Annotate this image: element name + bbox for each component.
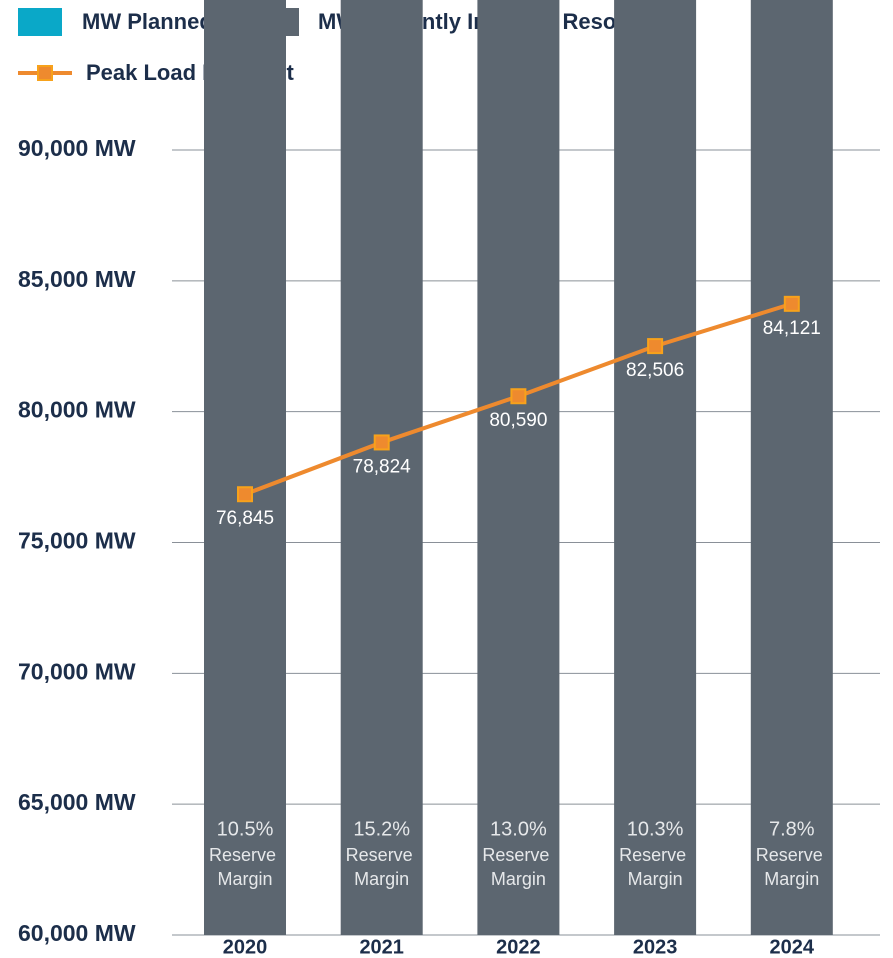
reserve-margin-label: Reserve Margin: [756, 845, 828, 889]
label-line: Margin: [217, 869, 272, 889]
y-tick-label: 65,000 MW: [18, 789, 136, 815]
line-value-label: 82,506: [626, 360, 684, 381]
y-tick-label: 85,000 MW: [18, 266, 136, 292]
line-marker: [647, 338, 664, 355]
line-marker: [237, 486, 253, 503]
legend-marker: [37, 65, 53, 81]
y-tick-label: 70,000 MW: [18, 658, 136, 684]
y-tick-label: 75,000 MW: [18, 528, 136, 554]
line-value-label: 80,590: [489, 410, 547, 431]
bar-segment: [750, 0, 833, 935]
reserve-margin-label: Reserve Margin: [209, 845, 281, 889]
reserve-margin-value: 10.5%: [217, 818, 274, 840]
reserve-margin-value: 10.3%: [627, 818, 684, 840]
x-tick-label: 2022: [496, 936, 541, 958]
y-tick-label: 80,000 MW: [18, 397, 136, 423]
label-line: Reserve: [619, 845, 691, 865]
line-marker: [510, 388, 527, 405]
legend-swatch: [18, 8, 62, 36]
reserve-margin-value: 13.0%: [490, 818, 547, 840]
label-line: Margin: [628, 869, 683, 889]
y-tick-label: 60,000 MW: [18, 920, 136, 946]
legend-label: MW Planned: [82, 9, 213, 34]
line-marker: [783, 295, 800, 312]
label-line: Reserve: [209, 845, 281, 865]
reserve-margin-label: Reserve Margin: [619, 845, 691, 889]
reserve-margin-value: 15.2%: [353, 818, 410, 840]
line-value-label: 76,845: [216, 508, 274, 529]
reserve-margin-label: Reserve Margin: [346, 845, 418, 889]
x-tick-label: 2024: [770, 936, 815, 958]
reserve-margin-label: Reserve Margin: [482, 845, 554, 889]
line-marker: [373, 434, 390, 451]
label-line: Margin: [764, 869, 819, 889]
bar-segment: [477, 0, 560, 935]
label-line: Margin: [491, 869, 546, 889]
line-value-label: 84,121: [763, 318, 821, 339]
y-tick-label: 90,000 MW: [18, 135, 136, 161]
x-tick-label: 2020: [223, 936, 268, 958]
label-line: Reserve: [482, 845, 554, 865]
label-line: Margin: [354, 869, 409, 889]
reserve-margin-value: 7.8%: [769, 818, 815, 840]
x-tick-label: 2021: [359, 936, 404, 958]
label-line: Reserve: [346, 845, 418, 865]
line-value-label: 78,824: [353, 456, 412, 477]
bar-segment: [614, 0, 697, 935]
bar-segment: [204, 0, 286, 935]
label-line: Reserve: [756, 845, 828, 865]
x-tick-label: 2023: [633, 936, 678, 958]
bar-segment: [340, 0, 423, 935]
